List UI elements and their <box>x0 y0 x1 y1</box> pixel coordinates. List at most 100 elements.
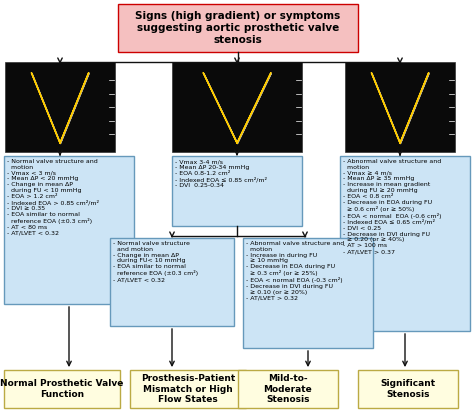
Point <box>377 70 384 76</box>
Point <box>377 135 385 142</box>
Point <box>414 123 421 130</box>
Point <box>9 99 16 106</box>
Point <box>263 139 271 146</box>
Point <box>365 90 372 97</box>
Point <box>190 117 197 124</box>
Point <box>353 98 360 105</box>
Point <box>107 145 115 151</box>
Point <box>238 75 246 82</box>
Point <box>42 145 50 151</box>
Point <box>442 120 450 127</box>
Point <box>276 146 284 153</box>
Point <box>17 105 25 112</box>
Point <box>286 130 293 136</box>
Point <box>18 113 26 119</box>
Point <box>368 100 376 107</box>
Point <box>220 91 228 98</box>
Point <box>222 103 229 109</box>
Point <box>437 104 444 111</box>
Point <box>363 104 370 111</box>
Point <box>110 133 118 139</box>
Point <box>393 131 401 137</box>
Point <box>222 145 229 151</box>
Point <box>350 75 357 81</box>
Point <box>290 91 298 98</box>
Point <box>449 120 456 127</box>
Point <box>71 133 79 139</box>
Point <box>210 106 218 113</box>
Point <box>174 127 182 133</box>
Point <box>194 126 202 133</box>
Point <box>423 87 430 94</box>
Point <box>103 74 110 81</box>
Point <box>412 72 420 79</box>
Point <box>186 118 194 125</box>
Point <box>266 108 274 115</box>
Point <box>413 72 421 79</box>
Point <box>69 131 76 137</box>
Point <box>218 77 226 84</box>
Point <box>79 93 87 99</box>
Point <box>256 125 264 131</box>
Point <box>7 91 15 98</box>
Point <box>277 116 285 123</box>
Point <box>175 122 183 128</box>
Point <box>422 99 430 106</box>
Point <box>266 73 273 80</box>
Point <box>422 65 429 72</box>
Point <box>447 71 455 78</box>
Point <box>351 123 358 129</box>
Point <box>408 144 415 151</box>
Point <box>228 68 236 74</box>
Point <box>238 97 246 103</box>
Point <box>236 122 243 129</box>
Point <box>360 65 367 71</box>
Point <box>68 127 75 134</box>
Point <box>408 106 416 112</box>
Point <box>49 62 56 68</box>
Point <box>12 126 19 133</box>
Point <box>9 65 17 72</box>
Point <box>284 93 292 100</box>
Point <box>360 75 367 82</box>
Point <box>77 67 85 73</box>
Point <box>43 66 51 73</box>
Point <box>368 67 375 74</box>
Point <box>21 98 28 105</box>
Point <box>405 100 413 107</box>
Point <box>361 126 369 132</box>
Point <box>71 90 78 97</box>
Point <box>63 111 70 117</box>
Point <box>409 104 417 111</box>
Point <box>175 117 182 123</box>
Point <box>24 102 32 109</box>
Point <box>174 82 182 88</box>
Point <box>33 132 40 139</box>
Point <box>35 142 43 148</box>
Point <box>272 111 280 118</box>
Point <box>52 70 59 77</box>
Point <box>216 126 224 133</box>
Point <box>447 128 455 135</box>
Point <box>235 104 243 111</box>
Point <box>84 107 92 113</box>
Point <box>263 108 270 114</box>
Point <box>349 100 357 107</box>
Point <box>21 64 28 71</box>
Point <box>274 78 282 85</box>
Point <box>64 118 72 124</box>
Point <box>21 123 29 129</box>
Point <box>75 87 83 93</box>
Point <box>439 121 447 128</box>
Point <box>180 108 188 115</box>
Point <box>413 113 421 120</box>
Point <box>272 108 280 114</box>
Point <box>76 135 83 142</box>
Point <box>89 120 97 127</box>
Point <box>18 123 26 129</box>
Point <box>428 90 436 97</box>
Point <box>428 108 436 114</box>
Point <box>109 95 116 102</box>
Point <box>99 104 107 111</box>
Point <box>293 102 301 109</box>
